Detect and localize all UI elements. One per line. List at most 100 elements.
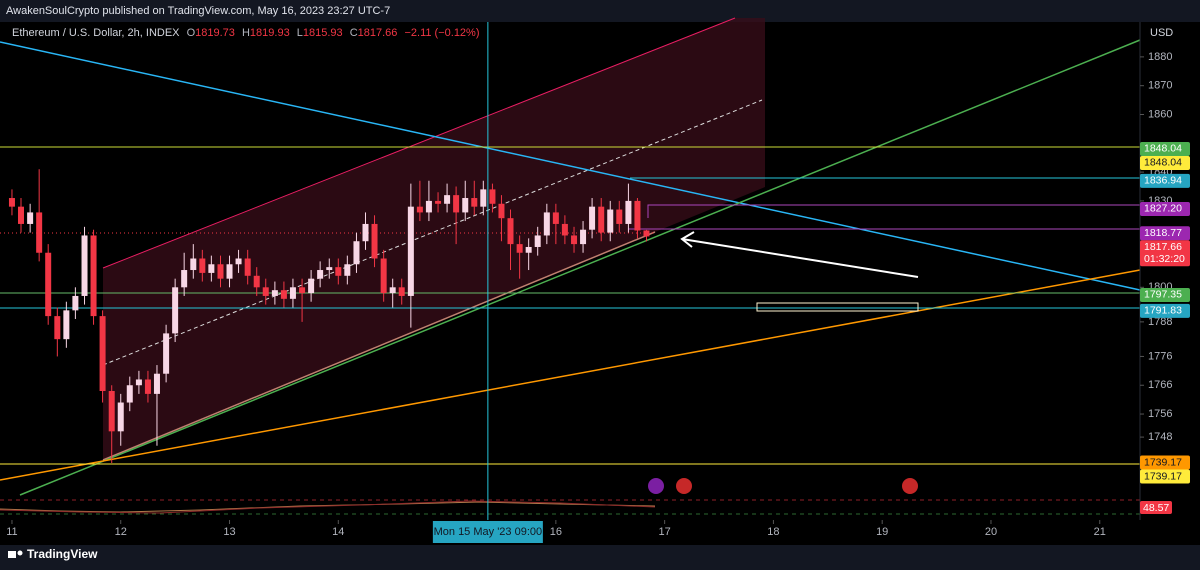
price-tag bbox=[1140, 287, 1190, 302]
brand: TradingView bbox=[27, 547, 98, 561]
candle-body bbox=[380, 258, 387, 294]
candle-body bbox=[344, 264, 351, 276]
price-tag-label: 1827.20 bbox=[1144, 203, 1182, 215]
channel-fill bbox=[103, 18, 765, 460]
channel-top bbox=[102, 17, 736, 269]
candle-body bbox=[480, 189, 487, 207]
candle-body bbox=[625, 200, 632, 224]
candle-body bbox=[108, 391, 115, 432]
candle-body bbox=[398, 287, 405, 296]
y-tick-label: 1776 bbox=[1148, 350, 1172, 362]
tv-logo bbox=[8, 550, 23, 558]
legend: Ethereum / U.S. Dollar, 2h, INDEX O1819.… bbox=[12, 27, 480, 39]
candle-body bbox=[453, 195, 460, 213]
price-tag-label: 1739.17 bbox=[1144, 456, 1182, 468]
candle-body bbox=[199, 258, 206, 273]
price-tag bbox=[1140, 240, 1190, 267]
x-tick-label: 14 bbox=[332, 526, 344, 538]
price-tag bbox=[1140, 173, 1190, 188]
price-tag-label: 1848.04 bbox=[1144, 157, 1182, 169]
crosshair-label-bg bbox=[432, 521, 543, 543]
candle-body bbox=[335, 267, 342, 276]
channel-mid bbox=[102, 99, 763, 366]
candle-body bbox=[172, 287, 179, 334]
trend-line bbox=[19, 39, 1141, 496]
y-tick-label: 1860 bbox=[1148, 108, 1172, 120]
x-tick-label: 21 bbox=[1094, 526, 1106, 538]
price-tag-label: 1797.35 bbox=[1144, 289, 1182, 301]
candle-body bbox=[317, 270, 324, 279]
y-tick-label: 1788 bbox=[1148, 316, 1172, 328]
candle-body bbox=[308, 278, 315, 294]
event-icon[interactable] bbox=[648, 478, 664, 494]
price-tag bbox=[1140, 303, 1190, 318]
symbol-title: Ethereum / U.S. Dollar, 2h, INDEX bbox=[12, 27, 180, 39]
candle-body bbox=[17, 206, 24, 224]
change: −2.11 (−0.12%) bbox=[404, 27, 479, 39]
event-icon[interactable] bbox=[902, 478, 918, 494]
price-tag bbox=[1140, 455, 1190, 470]
candle-body bbox=[54, 316, 61, 340]
indicator-tag-label: 48.57 bbox=[1143, 502, 1169, 514]
indicator-line bbox=[0, 501, 656, 513]
candle-body bbox=[99, 316, 106, 392]
event-icon[interactable] bbox=[676, 478, 692, 494]
candle-body bbox=[126, 385, 133, 403]
candle-body bbox=[471, 198, 478, 207]
x-tick-label: 12 bbox=[115, 526, 127, 538]
candle-body bbox=[643, 230, 650, 237]
price-tag bbox=[1140, 141, 1190, 156]
candle-body bbox=[634, 200, 641, 231]
crosshair-label: Mon 15 May '23 09:00 bbox=[434, 526, 543, 538]
candle-body bbox=[498, 203, 505, 219]
candle-body bbox=[8, 198, 15, 207]
price-tag bbox=[1140, 469, 1190, 484]
candle-body bbox=[326, 267, 333, 271]
candle-body bbox=[36, 212, 43, 253]
candle-body bbox=[244, 258, 251, 276]
low-value: 1815.93 bbox=[303, 27, 343, 39]
candle-body bbox=[353, 241, 360, 265]
candle-body bbox=[534, 235, 541, 247]
price-tag-label: 1791.83 bbox=[1144, 305, 1182, 317]
footer-bar bbox=[0, 545, 1200, 570]
candle-body bbox=[271, 290, 278, 296]
candle-body bbox=[226, 264, 233, 279]
price-tag-label: 1818.77 bbox=[1144, 227, 1182, 239]
price-tag-label: 1836.94 bbox=[1144, 175, 1182, 187]
candle-body bbox=[489, 189, 496, 204]
candle-body bbox=[371, 223, 378, 259]
y-tick-label: 1870 bbox=[1148, 80, 1172, 92]
y-tick-label: 1748 bbox=[1148, 431, 1172, 443]
channel-bottom bbox=[102, 231, 656, 461]
candle-body bbox=[135, 379, 142, 386]
open-label: O bbox=[187, 27, 196, 39]
x-tick-label: 17 bbox=[659, 526, 671, 538]
x-tick-label: 11 bbox=[6, 526, 17, 538]
candle-body bbox=[462, 198, 469, 213]
close-value: 1817.66 bbox=[358, 27, 398, 39]
candle-body bbox=[425, 200, 432, 213]
trend-line bbox=[0, 41, 1141, 291]
candle-body bbox=[607, 209, 614, 233]
currency: USD bbox=[1150, 27, 1173, 39]
candle-body bbox=[616, 209, 623, 224]
candle-body bbox=[589, 206, 596, 230]
candle-body bbox=[444, 195, 451, 204]
price-tag-label: 1739.17 bbox=[1144, 470, 1182, 482]
candle-body bbox=[253, 275, 260, 288]
x-tick-label: 18 bbox=[767, 526, 779, 538]
price-tag bbox=[1140, 201, 1190, 216]
candle-body bbox=[299, 287, 306, 294]
candle-body bbox=[262, 287, 269, 296]
candle-body bbox=[407, 206, 414, 296]
x-tick-label: 19 bbox=[876, 526, 888, 538]
candle-body bbox=[507, 218, 514, 245]
y-tick-label: 1756 bbox=[1148, 408, 1172, 420]
candle-body bbox=[362, 223, 369, 242]
candle-body bbox=[63, 310, 70, 340]
price-tag-label: 1817.66 bbox=[1144, 241, 1182, 253]
candle-body bbox=[289, 287, 296, 299]
close-label: C bbox=[350, 27, 358, 39]
